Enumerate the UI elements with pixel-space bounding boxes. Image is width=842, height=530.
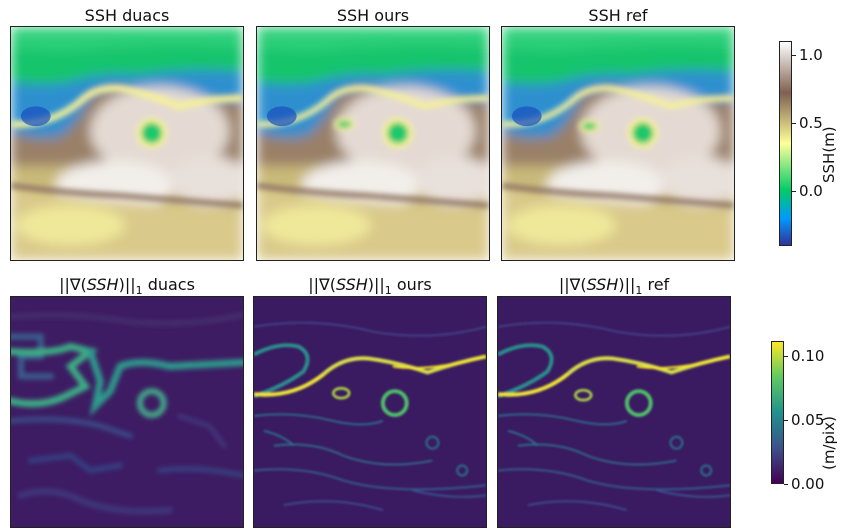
panel-title-grad-duacs: ||∇(SSH)||1 duacs bbox=[59, 275, 195, 298]
panel-title-ssh-duacs: SSH duacs bbox=[84, 6, 170, 25]
ssh-ours-field bbox=[257, 27, 489, 260]
ssh-colorbar-tick-mark bbox=[792, 55, 796, 56]
grad-colorbar-tick-label: 0.05 bbox=[791, 411, 825, 429]
grad-ours-map bbox=[253, 296, 487, 528]
ssh-colorbar-tick-label: 1.0 bbox=[799, 46, 823, 64]
ssh-duacs-map bbox=[10, 26, 244, 261]
grad-colorbar bbox=[771, 341, 784, 484]
grad-duacs-map bbox=[10, 296, 244, 528]
panel-title-grad-ref: ||∇(SSH)||1 ref bbox=[558, 275, 670, 298]
grad-colorbar-label: (m/pix) bbox=[820, 416, 838, 470]
panel-title-ssh-ours: SSH ours bbox=[336, 6, 410, 25]
ssh-ours-map bbox=[256, 26, 490, 261]
grad-duacs-field bbox=[11, 297, 243, 527]
grad-colorbar-tick-mark bbox=[784, 356, 788, 357]
ssh-colorbar-tick-label: 0.0 bbox=[799, 182, 823, 200]
grad-ref-map bbox=[497, 296, 731, 528]
ssh-colorbar bbox=[779, 41, 792, 246]
grad-colorbar-tick-mark bbox=[784, 484, 788, 485]
ssh-colorbar-tick-mark bbox=[792, 123, 796, 124]
grad-colorbar-gradient bbox=[772, 342, 783, 483]
ssh-ref-map bbox=[501, 26, 735, 261]
grad-colorbar-tick-label: 0.10 bbox=[791, 347, 825, 365]
grad-colorbar-tick-mark bbox=[784, 420, 788, 421]
grad-ours-field bbox=[254, 297, 486, 527]
grad-colorbar-tick-label: 0.00 bbox=[791, 475, 825, 493]
panel-title-grad-ours: ||∇(SSH)||1 ours bbox=[308, 275, 432, 298]
ssh-colorbar-label: SSH(m) bbox=[820, 126, 838, 183]
ssh-colorbar-gradient bbox=[780, 42, 791, 245]
ssh-colorbar-tick-mark bbox=[792, 191, 796, 192]
ssh-colorbar-tick-label: 0.5 bbox=[799, 114, 823, 132]
grad-ref-field bbox=[498, 297, 730, 527]
panel-title-ssh-ref: SSH ref bbox=[588, 6, 648, 25]
ssh-duacs-field bbox=[11, 27, 243, 260]
ssh-ref-field bbox=[502, 27, 734, 260]
